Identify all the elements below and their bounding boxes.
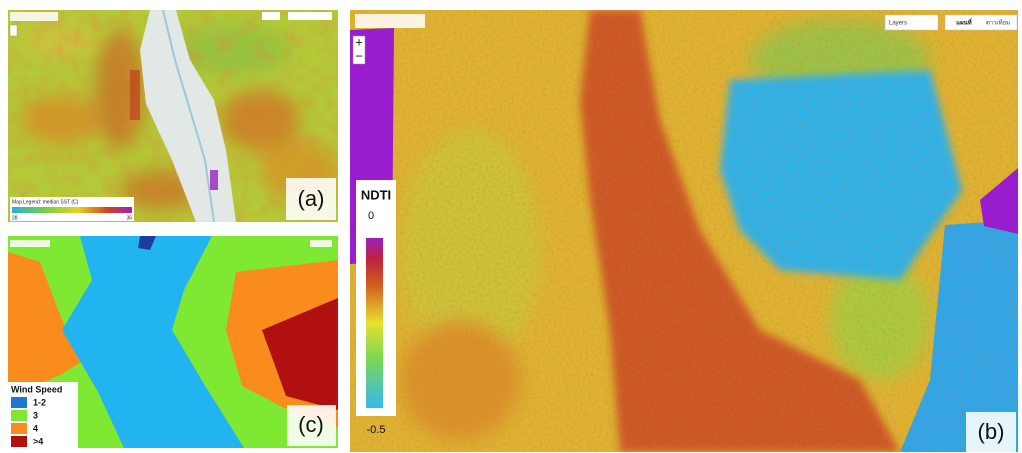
figure: Map Legend: median SST (C) 28 36 (a) Win… <box>0 0 1022 453</box>
legend-swatch <box>11 397 27 408</box>
legend-swatch <box>11 423 27 434</box>
legend-title: NDTI <box>361 187 391 202</box>
panel-b: + − Layers แผนที่ ดาวเทียม NDTI 0 -0.5 (… <box>350 10 1018 452</box>
panel-a: Map Legend: median SST (C) 28 36 (a) <box>8 10 340 222</box>
panel-label: (c) <box>298 412 324 437</box>
panel-label: (b) <box>978 419 1005 444</box>
svg-text:+: + <box>355 34 363 49</box>
svg-text:−: − <box>355 48 363 63</box>
legend-ramp <box>12 207 132 213</box>
legend-swatch <box>11 436 27 447</box>
legend-item: 1-2 <box>33 397 46 407</box>
layers-label: Layers <box>889 21 907 27</box>
satellite-tab[interactable]: ดาวเทียม <box>986 19 1010 27</box>
legend-min: 28 <box>12 215 18 221</box>
legend-ramp <box>366 238 383 408</box>
legend-max: 36 <box>126 215 132 221</box>
legend-max: 0 <box>368 210 374 222</box>
legend-title: Map Legend: median SST (C) <box>12 199 79 205</box>
panel-c: Wind Speed 1-2 3 4 >4 (c) <box>8 236 338 448</box>
legend-item: >4 <box>33 436 43 446</box>
legend-item: 4 <box>33 423 38 433</box>
zoom-control[interactable] <box>10 25 17 36</box>
legend-swatch <box>11 410 27 421</box>
map-toolbar[interactable] <box>355 14 425 28</box>
legend-min: -0.5 <box>367 424 386 436</box>
legend-item: 3 <box>33 410 38 420</box>
legend-title: Wind Speed <box>11 384 62 394</box>
panel-label: (a) <box>298 186 325 211</box>
page: Map Legend: median SST (C) 28 36 (a) Win… <box>0 0 1022 453</box>
